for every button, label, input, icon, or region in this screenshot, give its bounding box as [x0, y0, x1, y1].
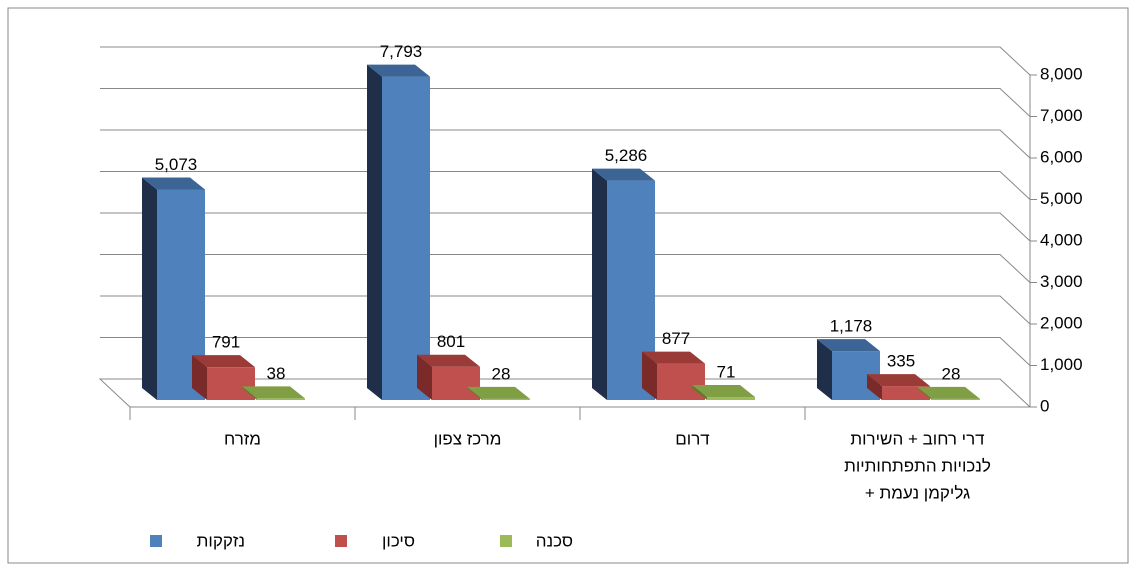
data-label: 7,793	[380, 42, 423, 61]
bar-top	[142, 177, 205, 190]
bar-side	[142, 177, 157, 400]
bar-top	[417, 354, 480, 367]
data-label: 5,286	[605, 146, 648, 165]
x-tick-label: דרי רחוב + השירות	[850, 429, 984, 448]
bar-side	[367, 64, 382, 400]
data-label: 877	[662, 329, 690, 348]
data-label: 5,073	[155, 155, 198, 174]
y-tick-label: 6,000	[1040, 147, 1083, 166]
bar	[657, 363, 705, 400]
y-tick-label: 3,000	[1040, 272, 1083, 291]
data-label: 28	[942, 364, 961, 383]
y-tick-label: 0	[1040, 396, 1049, 415]
bar-side	[642, 351, 657, 400]
bar-top	[692, 385, 755, 398]
bar	[207, 367, 255, 400]
legend-label: סיכון	[382, 531, 415, 550]
bar-side	[242, 386, 257, 400]
bar	[932, 398, 980, 400]
legend-swatch	[150, 535, 162, 547]
bar-side	[467, 386, 482, 400]
x-tick-label: מזרח	[224, 429, 261, 448]
bar-top	[817, 339, 880, 352]
y-tick-label: 2,000	[1040, 313, 1083, 332]
data-label: 1,178	[830, 317, 873, 336]
bar-top	[642, 351, 705, 364]
bar	[382, 76, 430, 400]
legend-label: נזקקות	[197, 531, 245, 550]
bar-top	[592, 168, 655, 181]
bar-side	[192, 355, 207, 400]
data-label: 71	[717, 363, 736, 382]
y-tick-label: 5,000	[1040, 189, 1083, 208]
legend-swatch	[335, 535, 347, 547]
x-tick-label: דרום	[675, 429, 709, 448]
bar	[482, 398, 530, 400]
bar	[707, 397, 755, 400]
bar-side	[417, 354, 432, 400]
x-tick-label: + גליקמן נעמת	[865, 483, 970, 502]
data-label: 38	[267, 364, 286, 383]
x-tick-label: לנכויות התפתחותיות	[844, 456, 991, 475]
bar-top	[467, 386, 530, 399]
bar	[257, 398, 305, 400]
legend-swatch	[500, 535, 512, 547]
data-label: 791	[212, 333, 240, 352]
y-tick-label: 7,000	[1040, 106, 1083, 125]
bar-side	[692, 385, 707, 400]
bar-side	[867, 374, 882, 400]
x-tick-label: מרכז צפון	[434, 429, 502, 448]
data-label: 335	[887, 352, 915, 371]
bar-side	[592, 168, 607, 400]
y-tick-label: 1,000	[1040, 355, 1083, 374]
y-tick-label: 8,000	[1040, 64, 1083, 83]
bar-side	[917, 386, 932, 400]
bar	[882, 386, 930, 400]
bar-top	[367, 64, 430, 77]
bar-top	[917, 386, 980, 399]
bar-top	[867, 374, 930, 387]
bar-top	[192, 355, 255, 368]
y-tick-label: 4,000	[1040, 230, 1083, 249]
grid-line	[100, 46, 1031, 76]
bar	[432, 366, 480, 400]
data-label: 801	[437, 332, 465, 351]
bar-side	[817, 339, 832, 400]
floor	[98, 378, 1032, 408]
legend-label: סכנה	[536, 531, 573, 550]
bar-top	[242, 386, 305, 399]
data-label: 28	[492, 364, 511, 383]
